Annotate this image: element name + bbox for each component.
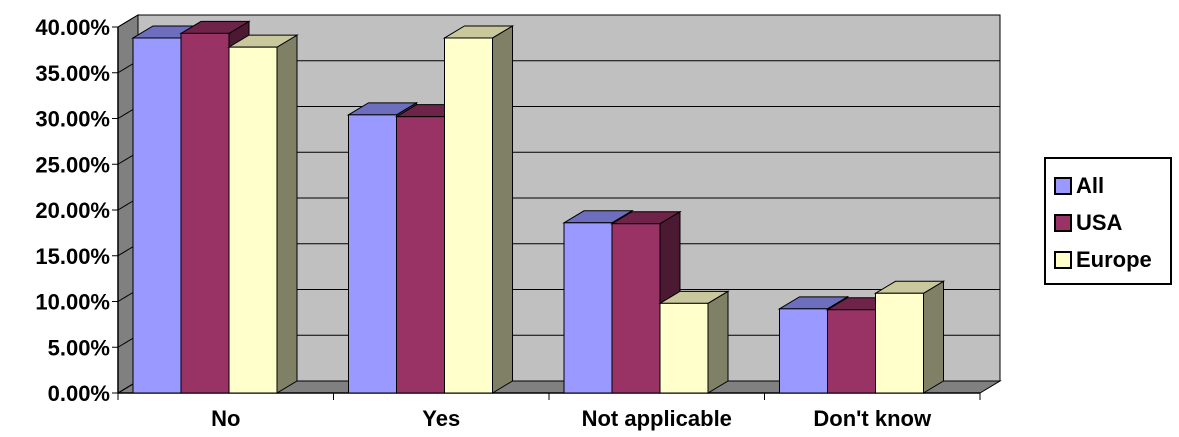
legend: All USA Europe — [1044, 157, 1172, 285]
y-tick-label: 30.00% — [35, 107, 110, 132]
y-tick-label: 35.00% — [35, 61, 110, 86]
y-tick-label: 0.00% — [48, 381, 110, 406]
bar-side-europe — [707, 290, 729, 394]
y-axis-ticks: 0.00% 5.00% 10.00% 15.00% 20.00% 25.00% … — [35, 15, 110, 406]
y-tick-label: 40.00% — [35, 15, 110, 40]
legend-label: USA — [1076, 209, 1123, 235]
y-tick-label: 5.00% — [48, 335, 110, 360]
x-category-label: Not applicable — [582, 406, 732, 431]
y-tick-label: 15.00% — [35, 244, 110, 269]
bar-side-europe — [276, 34, 298, 394]
legend-swatch — [1054, 176, 1072, 195]
bar-side-europe — [923, 280, 944, 394]
legend-item-all: All — [1054, 167, 1170, 204]
y-tick-label: 10.00% — [35, 290, 110, 315]
bar-usa — [396, 116, 445, 394]
legend-swatch — [1054, 213, 1072, 232]
y-tick-label: 25.00% — [35, 152, 110, 177]
legend-item-usa: USA — [1054, 204, 1170, 241]
y-tick-label: 20.00% — [35, 198, 110, 223]
bar-europe — [228, 46, 278, 394]
bar-all — [779, 308, 828, 394]
gridline-depth — [117, 14, 139, 28]
x-category-label: Don't know — [813, 406, 932, 431]
bar-usa — [180, 32, 230, 394]
x-category-label: No — [211, 406, 240, 431]
bar-all — [132, 37, 182, 394]
bar-europe — [444, 37, 493, 394]
legend-item-europe: Europe — [1054, 241, 1170, 278]
bar-side-europe — [492, 25, 513, 394]
bar-all — [563, 222, 613, 394]
bar-usa — [611, 223, 661, 394]
x-category-label: Yes — [422, 406, 460, 431]
bar-europe — [875, 292, 924, 394]
bars — [131, 20, 946, 394]
bar-europe — [659, 302, 709, 394]
bar-all — [348, 114, 397, 394]
legend-label: Europe — [1076, 246, 1152, 272]
legend-label: All — [1076, 172, 1105, 198]
legend-swatch — [1054, 250, 1072, 269]
bar-usa — [827, 309, 876, 394]
x-axis-categories: No Yes Not applicable Don't know — [211, 406, 932, 431]
